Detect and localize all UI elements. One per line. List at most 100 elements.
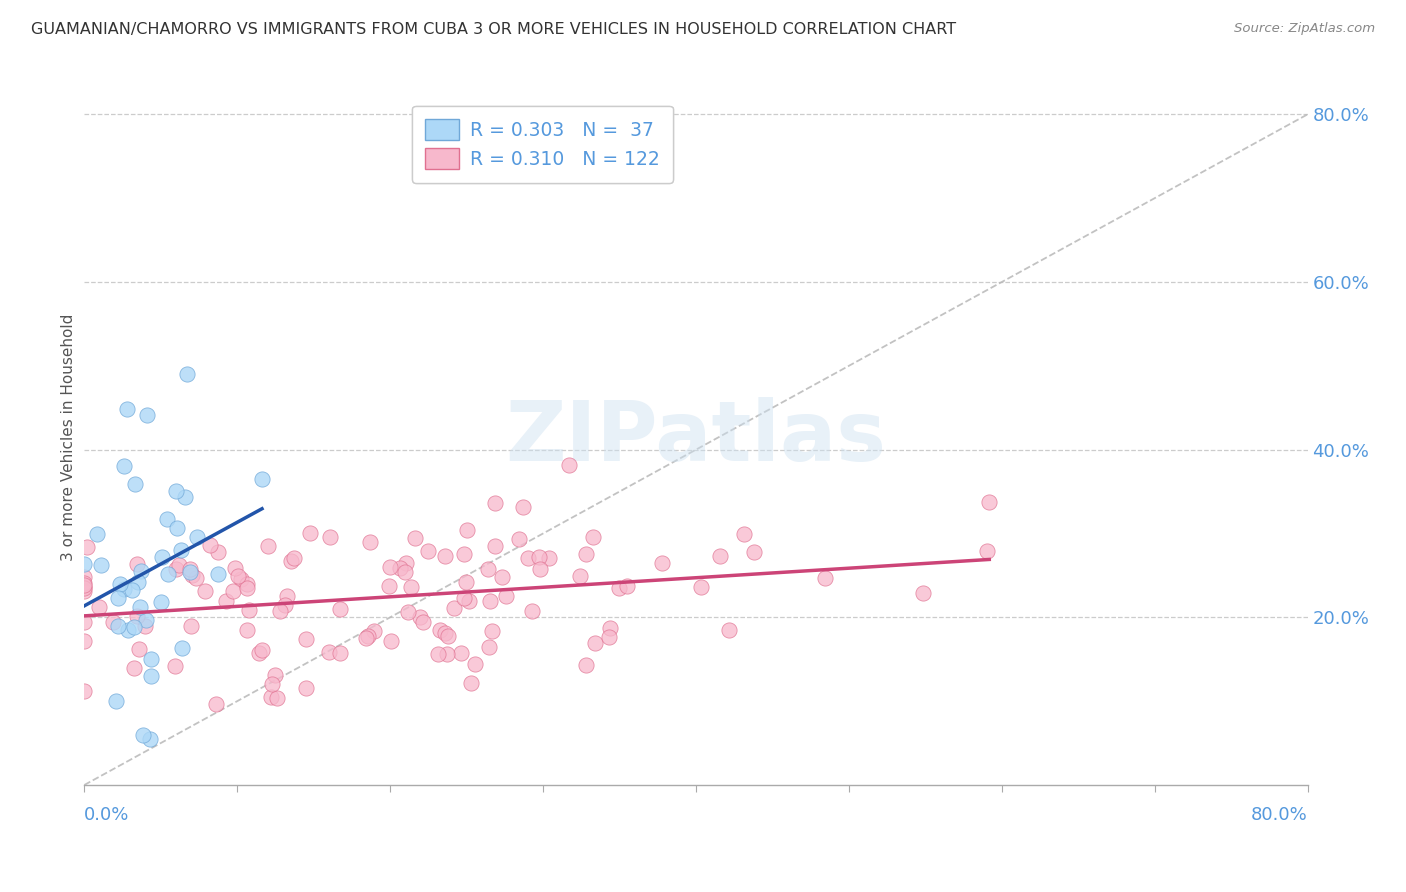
Point xyxy=(456,523,478,537)
Point xyxy=(207,545,229,559)
Point xyxy=(247,646,270,660)
Point xyxy=(236,581,259,595)
Point xyxy=(408,609,430,624)
Point xyxy=(520,604,543,618)
Point xyxy=(172,640,194,655)
Point xyxy=(416,544,439,558)
Point xyxy=(912,586,935,600)
Point xyxy=(709,549,731,563)
Point xyxy=(450,646,472,660)
Text: 0.0%: 0.0% xyxy=(84,805,129,824)
Point xyxy=(298,525,321,540)
Point xyxy=(139,652,162,666)
Point xyxy=(127,557,149,571)
Point xyxy=(396,605,419,619)
Point xyxy=(394,565,416,579)
Point xyxy=(128,642,150,657)
Point xyxy=(529,562,551,576)
Point xyxy=(412,615,434,630)
Point xyxy=(127,575,149,590)
Point xyxy=(717,623,740,637)
Point xyxy=(129,599,152,614)
Point xyxy=(108,576,131,591)
Point xyxy=(508,532,530,546)
Point xyxy=(156,512,179,526)
Point xyxy=(73,575,96,590)
Point xyxy=(979,495,1001,509)
Point xyxy=(163,659,186,673)
Point xyxy=(516,551,538,566)
Point xyxy=(460,676,482,690)
Point xyxy=(354,632,377,646)
Point xyxy=(434,549,457,564)
Point xyxy=(122,620,145,634)
Point xyxy=(733,527,755,541)
Point xyxy=(139,669,162,683)
Legend: R = 0.303   N =  37, R = 0.310   N = 122: R = 0.303 N = 37, R = 0.310 N = 122 xyxy=(412,105,673,183)
Point xyxy=(194,584,217,599)
Point xyxy=(207,566,229,581)
Point xyxy=(569,569,592,583)
Point xyxy=(73,558,96,572)
Point xyxy=(157,566,180,581)
Point xyxy=(269,604,291,618)
Point xyxy=(395,556,418,570)
Point xyxy=(135,613,157,627)
Point xyxy=(484,495,506,509)
Point xyxy=(458,594,481,608)
Point xyxy=(575,657,598,672)
Point xyxy=(527,550,550,565)
Point xyxy=(73,570,96,584)
Point xyxy=(295,632,318,646)
Point xyxy=(404,531,426,545)
Point xyxy=(165,562,187,576)
Point xyxy=(433,625,456,640)
Point xyxy=(166,521,188,535)
Point xyxy=(198,538,221,552)
Point xyxy=(115,402,138,417)
Point xyxy=(122,661,145,675)
Point xyxy=(491,570,513,584)
Point xyxy=(484,540,506,554)
Point xyxy=(478,594,501,608)
Point xyxy=(101,615,124,629)
Point xyxy=(112,582,135,597)
Point xyxy=(186,530,208,544)
Point xyxy=(389,560,412,574)
Point xyxy=(558,458,581,473)
Point xyxy=(215,594,238,608)
Point xyxy=(260,677,283,691)
Point xyxy=(226,568,249,582)
Point xyxy=(363,624,385,639)
Y-axis label: 3 or more Vehicles in Household: 3 or more Vehicles in Household xyxy=(60,313,76,561)
Point xyxy=(224,561,246,575)
Point xyxy=(976,544,998,558)
Text: Source: ZipAtlas.com: Source: ZipAtlas.com xyxy=(1234,22,1375,36)
Text: 80.0%: 80.0% xyxy=(1251,805,1308,824)
Point xyxy=(173,490,195,504)
Point xyxy=(453,591,475,606)
Point xyxy=(814,571,837,585)
Point xyxy=(112,458,135,473)
Point xyxy=(266,691,288,706)
Point xyxy=(107,619,129,633)
Point xyxy=(136,409,159,423)
Point xyxy=(125,608,148,623)
Point xyxy=(180,568,202,582)
Point xyxy=(186,571,208,585)
Point xyxy=(582,530,605,544)
Text: GUAMANIAN/CHAMORRO VS IMMIGRANTS FROM CUBA 3 OR MORE VEHICLES IN HOUSEHOLD CORRE: GUAMANIAN/CHAMORRO VS IMMIGRANTS FROM CU… xyxy=(31,22,956,37)
Point xyxy=(121,582,143,597)
Point xyxy=(73,578,96,592)
Point xyxy=(250,643,273,657)
Point xyxy=(456,574,478,589)
Point xyxy=(280,554,302,568)
Point xyxy=(104,694,127,708)
Point xyxy=(167,558,190,572)
Point xyxy=(86,526,108,541)
Point xyxy=(512,500,534,515)
Point xyxy=(176,368,198,382)
Point xyxy=(257,539,280,553)
Point xyxy=(276,589,298,603)
Point xyxy=(250,471,273,485)
